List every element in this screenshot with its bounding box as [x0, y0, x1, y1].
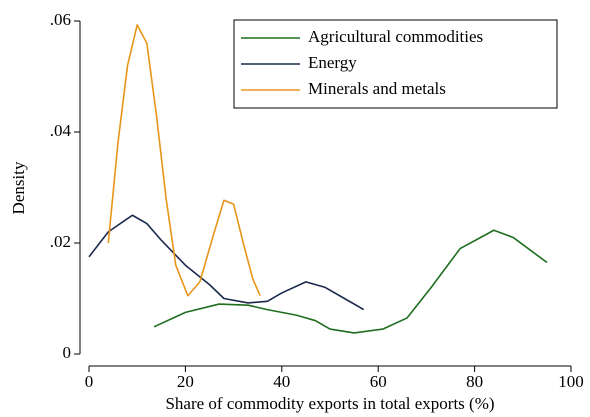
x-tick-label: 0 [85, 372, 94, 391]
legend-label: Energy [308, 53, 357, 72]
legend-label: Agricultural commodities [308, 27, 483, 46]
x-tick-label: 20 [177, 372, 194, 391]
density-line [107, 24, 261, 297]
y-tick-label: .06 [50, 10, 71, 29]
y-tick-label: .04 [50, 121, 72, 140]
x-tick-label: 80 [466, 372, 483, 391]
y-axis-label: Density [9, 161, 28, 214]
x-tick-label: 40 [273, 372, 290, 391]
x-tick-label: 100 [558, 372, 584, 391]
y-tick-label: 0 [63, 343, 72, 362]
x-axis-label: Share of commodity exports in total expo… [165, 394, 494, 413]
y-tick-label: .02 [50, 232, 71, 251]
density-line [153, 229, 548, 334]
x-tick-label: 60 [370, 372, 387, 391]
legend-label: Minerals and metals [308, 79, 446, 98]
density-line [88, 214, 365, 311]
